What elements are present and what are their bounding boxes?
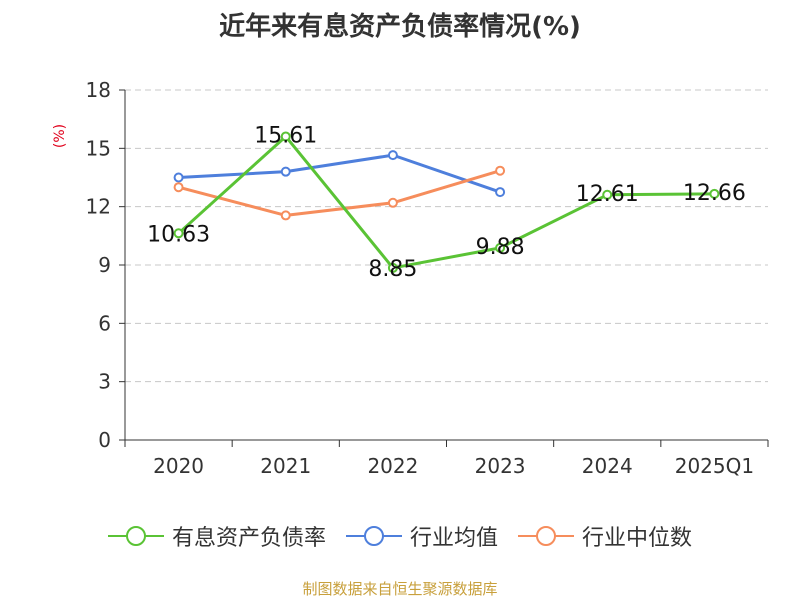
legend-item-series-0[interactable]: 有息资产负债率 [107,520,326,552]
legend-item-series-1[interactable]: 行业均值 [345,520,498,552]
legend-marker-icon [345,526,402,546]
y-tick-label: 18 [86,78,111,102]
data-point [709,188,720,199]
x-tick-label: 2023 [475,454,526,478]
data-point [173,182,184,193]
y-tick-label: 9 [98,253,111,277]
series-line-2 [178,169,501,217]
data-point [387,197,398,208]
legend: 有息资产负债率 行业均值 行业中位数 [0,520,800,552]
legend-label: 行业中位数 [582,526,693,551]
data-point [280,166,291,177]
y-tick-label: 15 [86,136,111,160]
data-point [387,150,398,161]
data-point [173,172,184,183]
y-tick-label: 12 [86,195,111,219]
chart-title: 近年来有息资产负债率情况(%) [219,12,581,42]
legend-label: 有息资产负债率 [171,526,326,551]
data-point [495,242,506,253]
data-point [173,228,184,239]
data-label: 12.66 [683,181,746,206]
legend-label: 行业均值 [409,526,498,551]
x-tick-label: 2020 [153,454,204,478]
data-label: 12.61 [576,182,639,207]
data-label: 9.88 [476,235,525,260]
legend-marker-icon [107,526,164,546]
data-point [280,210,291,221]
series-line-1 [178,153,501,194]
data-point [495,187,506,198]
data-label: 8.85 [368,257,417,282]
source-footer: 制图数据来自恒生聚源数据库 [302,580,498,598]
x-tick-label: 2025Q1 [675,454,754,478]
x-tick-label: 2021 [260,454,311,478]
x-tick-label: 2024 [582,454,633,478]
y-tick-label: 0 [98,428,111,452]
data-point [602,189,613,200]
x-tick-label: 2022 [367,454,418,478]
data-label: 10.63 [147,222,210,247]
data-point [280,131,291,142]
y-tick-label: 3 [98,370,111,394]
series-line-0 [177,134,715,270]
legend-item-series-2[interactable]: 行业中位数 [518,520,692,552]
data-point [387,262,398,273]
y-tick-label: 6 [98,311,111,335]
data-label: 15.61 [254,123,317,148]
data-point [495,165,506,176]
legend-marker-icon [518,526,574,546]
